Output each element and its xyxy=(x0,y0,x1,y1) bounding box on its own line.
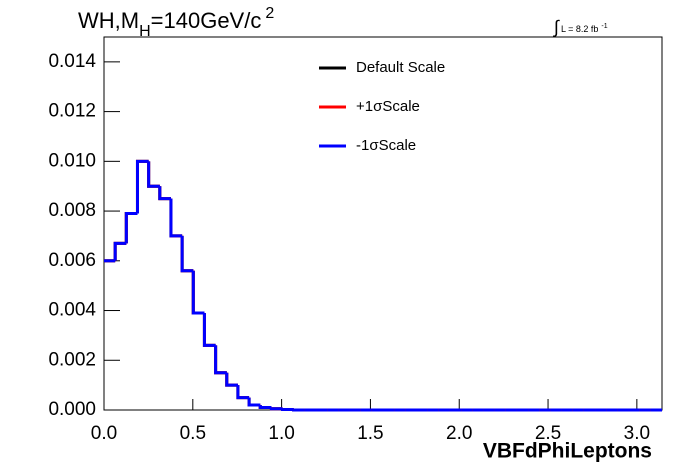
legend-label: Default Scale xyxy=(356,59,445,76)
histogram-step xyxy=(258,405,272,410)
histogram-step xyxy=(180,235,194,273)
histogram-step xyxy=(202,313,216,347)
y-tick-label: 0.006 xyxy=(48,250,96,271)
histogram-step xyxy=(225,372,238,387)
histogram-step xyxy=(135,159,149,214)
x-tick-label: 0.5 xyxy=(180,423,206,444)
luminosity: ∫ L = 8.2 fb -1 xyxy=(552,17,608,37)
x-tick-label: 1.0 xyxy=(268,423,294,444)
histogram-step xyxy=(236,385,250,400)
chart-title: WH,MH=140GeV/c 2 xyxy=(78,5,274,40)
y-tick-label: 0.000 xyxy=(48,399,96,420)
title-part: =140GeV/c xyxy=(151,8,262,33)
histogram-step xyxy=(281,408,294,412)
histogram-step xyxy=(113,241,127,261)
histogram-step xyxy=(269,407,283,411)
histogram-step xyxy=(214,345,227,375)
x-axis-label: VBFdPhiLeptons xyxy=(483,440,652,463)
x-tick-label: 0.0 xyxy=(91,423,117,444)
y-tick-label: 0.010 xyxy=(48,150,96,171)
histogram-step xyxy=(124,212,138,244)
x-tick-label: 3.0 xyxy=(624,423,650,444)
histogram-step xyxy=(169,198,183,238)
histogram-step xyxy=(147,161,160,188)
title-part: WH,M xyxy=(78,8,139,33)
histogram-step xyxy=(158,186,171,201)
legend-label: +1σScale xyxy=(356,98,420,115)
y-tick-label: 0.002 xyxy=(48,349,96,370)
y-tick-label: 0.012 xyxy=(48,101,96,122)
y-tick-label: 0.014 xyxy=(48,51,96,72)
histogram-step xyxy=(247,397,261,407)
title-sub: H xyxy=(139,23,151,40)
y-tick-label: 0.004 xyxy=(48,300,96,321)
histogram-step xyxy=(191,270,205,315)
lumi-sup: -1 xyxy=(601,23,607,30)
title-sup: 2 xyxy=(265,5,274,22)
lumi-integral: ∫ xyxy=(552,17,560,37)
legend-label: -1σScale xyxy=(356,137,416,154)
x-tick-label: 2.5 xyxy=(535,423,561,444)
x-tick-label: 2.0 xyxy=(446,423,472,444)
y-tick-label: 0.008 xyxy=(48,200,96,221)
x-tick-label: 1.5 xyxy=(357,423,383,444)
lumi-text: L = 8.2 fb xyxy=(561,24,598,34)
